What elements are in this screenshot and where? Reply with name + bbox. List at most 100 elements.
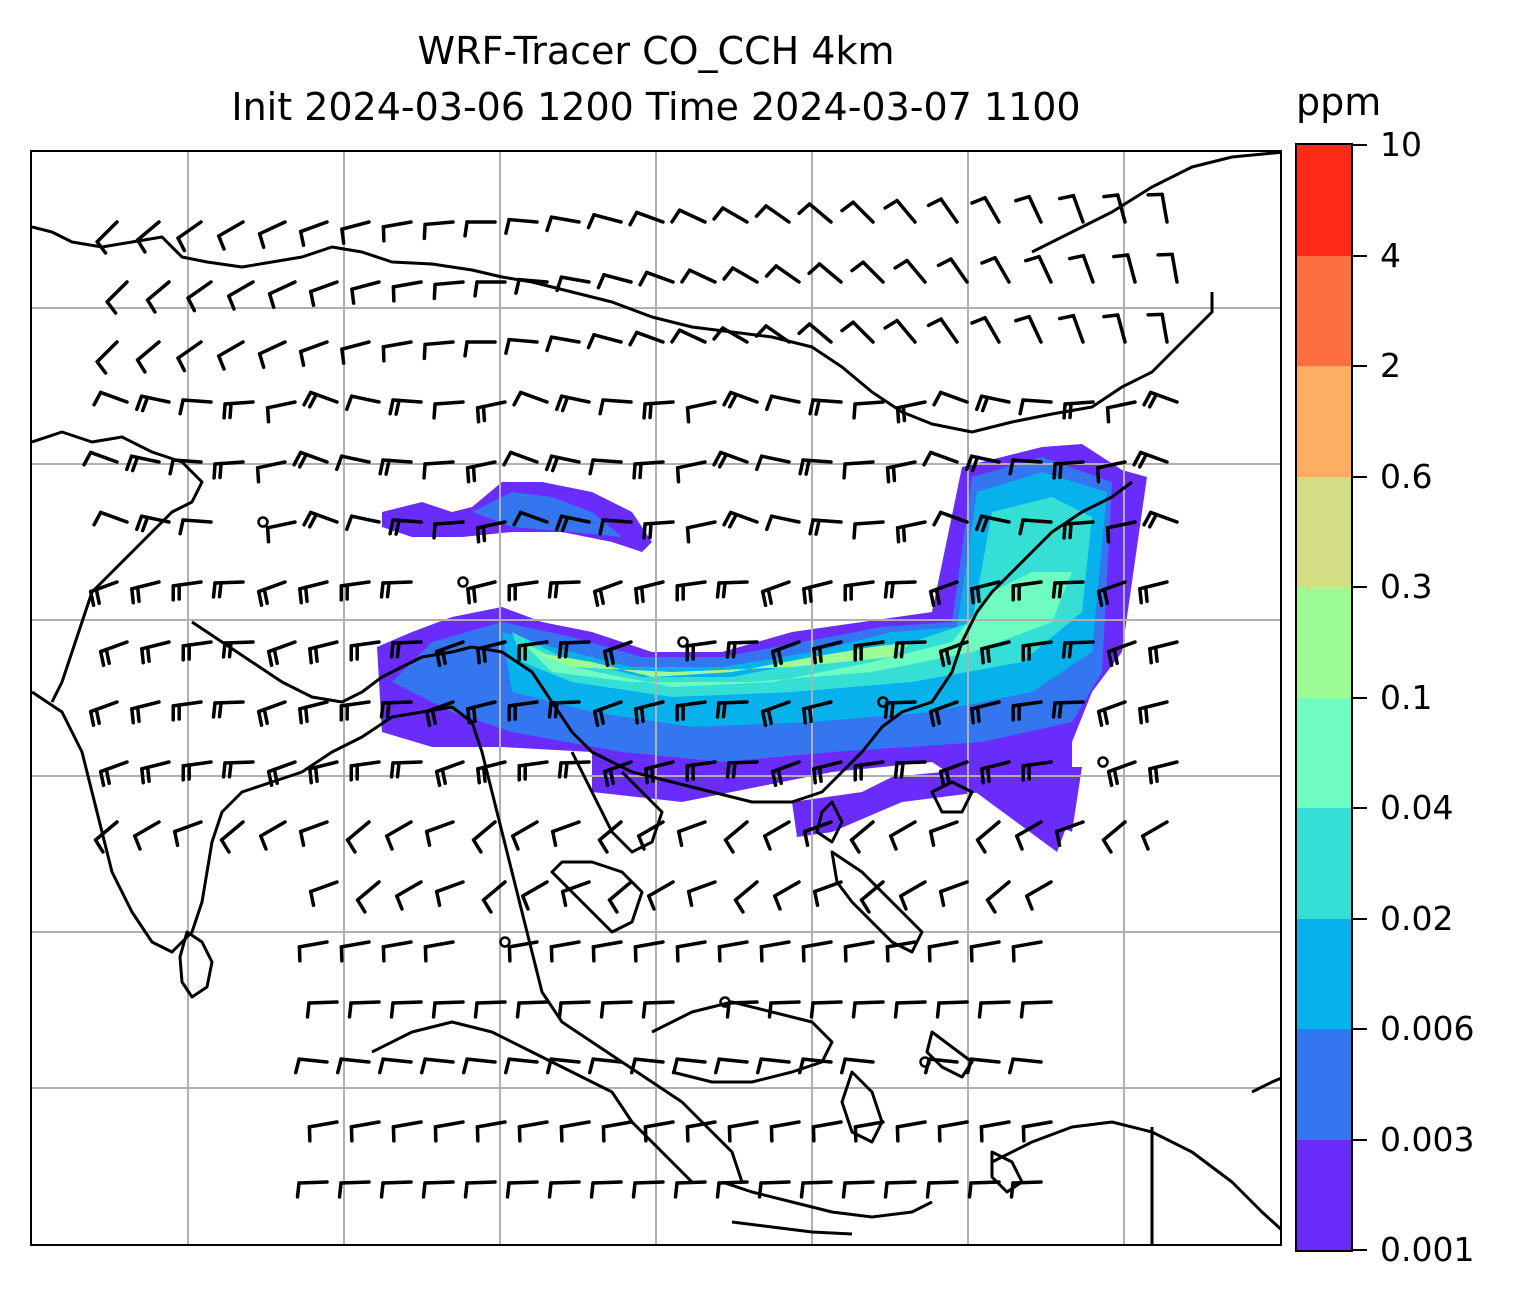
wind-barb-icon [1024,254,1053,284]
wind-barb-icon [298,340,329,368]
wind-barb-icon [298,820,329,848]
coastline [991,1120,1280,1231]
wind-barb-icon [1008,458,1043,476]
wind-barb-icon [980,256,1011,284]
wind-barb-icon [1061,640,1095,659]
wind-barb-icon [345,394,381,412]
wind-barb-icon [807,262,843,284]
wind-barb-icon [798,458,833,476]
wind-barb-icon [422,460,455,480]
wind-barb-icon [1051,700,1085,719]
wind-barb-icon [685,520,717,544]
wind-barb-icon [172,820,203,848]
wind-barb-icon [389,1000,423,1019]
wind-barb-icon [1146,312,1169,344]
wind-barb-icon [1141,820,1169,851]
wind-barb-icon [1142,510,1179,529]
wind-barb-icon [637,820,665,851]
wind-barb-icon [434,880,465,908]
gridlines [32,152,1280,1244]
wind-barb-icon [685,640,717,662]
wind-barb-icon [686,880,717,908]
wind-barb-icon [555,275,591,293]
colorbar-tick-label: 0.02 [1380,898,1454,938]
wind-barb-icon [597,820,623,854]
colorbar-segment [1297,808,1351,919]
wind-barb-icon [379,580,413,599]
coastline [721,1180,933,1219]
wind-barb-icon [95,340,119,375]
wind-barb-icon [965,1057,1001,1075]
coastline [1251,1077,1280,1094]
colorbar-tick-label: 0.1 [1380,677,1433,717]
wind-barb-icon [601,1120,633,1143]
wind-barb-icon [927,940,959,963]
wind-barb-icon [1105,400,1137,424]
wind-barb-icon [355,880,381,914]
wind-barb-icon [221,760,255,779]
map-panel[interactable] [30,150,1282,1246]
wind-barb-icon [463,1180,497,1199]
wind-barb-icon [471,820,497,854]
wind-barb-icon [465,460,497,484]
wind-barb-icon [841,1180,875,1199]
wind-barb-icon [763,820,791,851]
wind-barb-icon [592,580,623,608]
coastline [990,1150,1024,1194]
wind-barb-icon [517,640,549,662]
wind-barb-icon [587,1057,623,1075]
wind-barb-icon [675,460,707,484]
wind-barb-icon [727,1120,759,1143]
wind-barb-icon [92,510,129,527]
wind-barb-icon [895,520,927,544]
wind-barb-icon [596,273,633,290]
wind-barb-icon [765,394,801,412]
wind-barb-icon [340,220,371,245]
wind-barb-icon [1096,580,1127,608]
wind-barb-icon [176,340,203,373]
wind-barb-icon [680,268,717,284]
wind-barb-icon [140,760,171,785]
calm-circle-icon [257,516,269,528]
wind-barb-icon [379,700,413,719]
wind-barb-icon [547,700,581,719]
wind-barb-icon [521,880,549,911]
wind-barb-icon [255,460,287,484]
wind-barb-icon [507,580,539,602]
wind-barb-icon [928,580,959,608]
wind-barb-icon [797,322,833,344]
wind-barb-icon [227,280,255,311]
wind-barb-icon [140,640,171,665]
colorbar-tick [1353,807,1367,809]
wind-barb-icon [475,520,507,544]
wind-barb-icon [432,520,465,540]
wind-barb-icon [842,460,875,480]
wind-barb-icon [715,700,749,719]
wind-barb-icon [547,1180,581,1199]
wind-barb-icon [266,640,297,668]
wind-barb-icon [431,1000,465,1019]
wind-barb-icon [1095,460,1127,484]
wind-barb-icon [980,640,1011,665]
wind-barb-icon [560,880,591,908]
wind-barb-icon [638,270,675,287]
wind-barb-icon [545,454,581,473]
wind-barb-icon [713,1057,749,1075]
wind-barb-icon [1051,580,1085,599]
wind-barb-icon [588,458,623,476]
wind-barb-icon [476,760,507,785]
wind-barb-icon [1062,400,1095,420]
wind-barb-icon [725,640,759,659]
wind-barb-icon [712,206,749,224]
wind-barb-icon [349,1120,381,1143]
wind-barb-icon [298,220,329,248]
wind-barb-icon [925,1180,959,1199]
wind-barb-icon [936,257,969,284]
wind-barb-icon [757,1180,791,1199]
wind-barb-icon [770,640,801,668]
wind-barb-icon [424,700,455,728]
coastline [371,1020,694,1184]
wind-barb-icon [308,280,339,308]
wind-barb-icon [843,940,875,963]
wind-barb-icon [302,390,339,409]
